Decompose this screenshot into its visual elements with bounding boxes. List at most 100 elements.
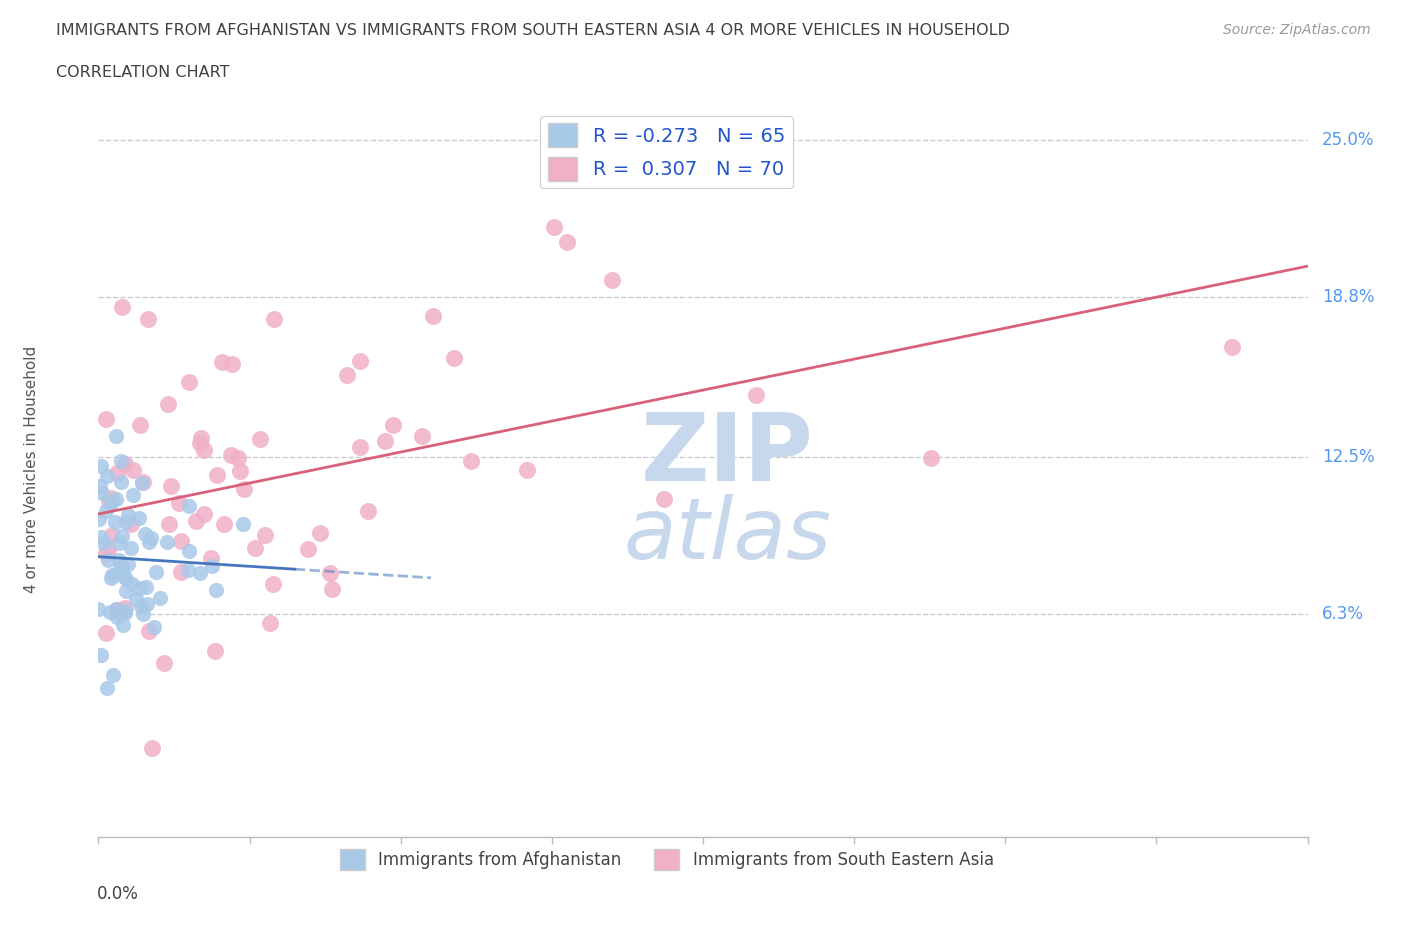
Point bbox=[107, 552, 129, 567]
Point bbox=[349, 440, 371, 455]
Point bbox=[128, 511, 150, 525]
Point bbox=[98, 604, 121, 619]
Text: 6.3%: 6.3% bbox=[1322, 605, 1364, 623]
Text: 12.5%: 12.5% bbox=[1322, 448, 1375, 466]
Point bbox=[117, 508, 139, 523]
Point bbox=[94, 546, 117, 561]
Point bbox=[543, 220, 565, 235]
Point bbox=[132, 606, 155, 621]
Point bbox=[139, 531, 162, 546]
Point bbox=[193, 507, 215, 522]
Point bbox=[129, 580, 152, 595]
Point bbox=[105, 610, 128, 625]
Point bbox=[179, 544, 201, 559]
Point bbox=[104, 514, 127, 529]
Point bbox=[229, 464, 252, 479]
Point bbox=[319, 566, 342, 581]
Point bbox=[136, 312, 159, 326]
Point bbox=[111, 559, 134, 574]
Point bbox=[90, 648, 112, 663]
Point bbox=[93, 536, 115, 551]
Point bbox=[263, 312, 285, 327]
Point bbox=[920, 450, 942, 465]
Point bbox=[132, 475, 155, 490]
Point bbox=[149, 591, 172, 605]
Text: 4 or more Vehicles in Household: 4 or more Vehicles in Household bbox=[24, 346, 39, 593]
Point bbox=[90, 530, 112, 545]
Point bbox=[94, 411, 117, 426]
Point bbox=[125, 591, 148, 606]
Point bbox=[157, 517, 180, 532]
Point bbox=[382, 418, 405, 432]
Point bbox=[107, 605, 129, 620]
Point bbox=[104, 491, 127, 506]
Point bbox=[205, 468, 228, 483]
Point bbox=[136, 597, 159, 612]
Point bbox=[114, 605, 136, 620]
Point bbox=[443, 351, 465, 365]
Point bbox=[117, 557, 139, 572]
Point bbox=[104, 602, 127, 617]
Point bbox=[259, 616, 281, 631]
Point bbox=[105, 429, 128, 444]
Point bbox=[134, 526, 156, 541]
Point bbox=[94, 503, 117, 518]
Point bbox=[122, 462, 145, 477]
Point bbox=[94, 626, 117, 641]
Point bbox=[221, 448, 243, 463]
Point bbox=[100, 496, 122, 511]
Point bbox=[167, 495, 190, 510]
Point bbox=[122, 488, 145, 503]
Point bbox=[101, 568, 124, 583]
Point bbox=[177, 498, 200, 513]
Point bbox=[232, 481, 254, 496]
Point bbox=[156, 396, 179, 411]
Point bbox=[129, 418, 152, 432]
Point bbox=[91, 485, 114, 500]
Point bbox=[308, 525, 330, 540]
Text: 18.8%: 18.8% bbox=[1322, 288, 1375, 306]
Text: Source: ZipAtlas.com: Source: ZipAtlas.com bbox=[1223, 23, 1371, 37]
Point bbox=[101, 668, 124, 683]
Point bbox=[138, 623, 160, 638]
Text: ZIP: ZIP bbox=[641, 409, 814, 501]
Point bbox=[105, 466, 128, 481]
Point bbox=[745, 388, 768, 403]
Point bbox=[111, 299, 134, 314]
Point bbox=[110, 474, 132, 489]
Point bbox=[97, 552, 120, 567]
Text: CORRELATION CHART: CORRELATION CHART bbox=[56, 65, 229, 80]
Point bbox=[1220, 339, 1243, 354]
Point bbox=[96, 681, 118, 696]
Point bbox=[654, 491, 676, 506]
Point bbox=[141, 741, 163, 756]
Text: 25.0%: 25.0% bbox=[1322, 131, 1375, 150]
Point bbox=[232, 517, 254, 532]
Point bbox=[460, 454, 482, 469]
Point bbox=[357, 503, 380, 518]
Point bbox=[115, 583, 138, 598]
Point bbox=[205, 582, 228, 597]
Point bbox=[411, 429, 433, 444]
Point bbox=[177, 563, 200, 578]
Point bbox=[120, 541, 142, 556]
Point bbox=[321, 581, 343, 596]
Point bbox=[114, 601, 136, 616]
Point bbox=[188, 435, 211, 450]
Point bbox=[96, 542, 118, 557]
Point bbox=[89, 512, 111, 526]
Point bbox=[516, 463, 538, 478]
Point bbox=[87, 602, 110, 617]
Point bbox=[131, 475, 153, 490]
Text: IMMIGRANTS FROM AFGHANISTAN VS IMMIGRANTS FROM SOUTH EASTERN ASIA 4 OR MORE VEHI: IMMIGRANTS FROM AFGHANISTAN VS IMMIGRANT… bbox=[56, 23, 1010, 38]
Point bbox=[201, 558, 224, 573]
Point bbox=[422, 309, 444, 324]
Point bbox=[114, 457, 136, 472]
Point bbox=[297, 541, 319, 556]
Point bbox=[374, 433, 396, 448]
Point bbox=[602, 272, 624, 287]
Point bbox=[100, 570, 122, 585]
Point bbox=[200, 550, 222, 565]
Point bbox=[221, 356, 243, 371]
Point bbox=[179, 374, 201, 389]
